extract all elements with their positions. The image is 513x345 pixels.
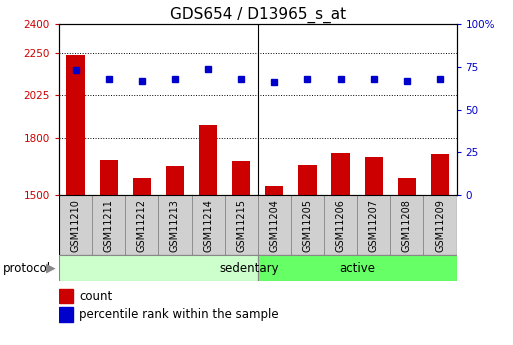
Bar xyxy=(125,195,159,255)
Bar xyxy=(199,125,217,195)
Bar xyxy=(398,178,416,195)
Bar xyxy=(67,55,85,195)
Text: sedentary: sedentary xyxy=(220,262,279,275)
Bar xyxy=(331,153,350,195)
Text: GSM11205: GSM11205 xyxy=(303,199,312,252)
Text: active: active xyxy=(339,262,375,275)
Text: GSM11204: GSM11204 xyxy=(269,199,280,252)
Bar xyxy=(100,160,118,195)
Bar xyxy=(59,255,258,281)
Bar xyxy=(423,195,457,255)
Bar xyxy=(166,166,184,195)
Bar xyxy=(390,195,423,255)
Text: ▶: ▶ xyxy=(46,262,56,275)
Bar xyxy=(59,289,73,303)
Text: GSM11207: GSM11207 xyxy=(369,199,379,252)
Text: GSM11213: GSM11213 xyxy=(170,199,180,252)
Bar xyxy=(232,161,250,195)
Text: percentile rank within the sample: percentile rank within the sample xyxy=(80,308,279,321)
Text: GSM11215: GSM11215 xyxy=(236,199,246,252)
Text: GSM11206: GSM11206 xyxy=(336,199,346,252)
Text: GSM11208: GSM11208 xyxy=(402,199,412,252)
Text: GSM11212: GSM11212 xyxy=(137,199,147,252)
Bar xyxy=(258,255,457,281)
Bar xyxy=(357,195,390,255)
Bar xyxy=(59,195,92,255)
Text: GSM11210: GSM11210 xyxy=(71,199,81,252)
Bar xyxy=(324,195,357,255)
Text: protocol: protocol xyxy=(3,262,51,275)
Title: GDS654 / D13965_s_at: GDS654 / D13965_s_at xyxy=(170,7,346,23)
Bar xyxy=(258,195,291,255)
Bar xyxy=(191,195,225,255)
Bar xyxy=(133,178,151,195)
Bar xyxy=(225,195,258,255)
Bar xyxy=(159,195,191,255)
Bar xyxy=(365,157,383,195)
Bar xyxy=(265,186,284,195)
Bar xyxy=(291,195,324,255)
Bar xyxy=(92,195,125,255)
Text: count: count xyxy=(80,290,112,303)
Bar xyxy=(431,154,449,195)
Text: GSM11211: GSM11211 xyxy=(104,199,114,252)
Text: GSM11214: GSM11214 xyxy=(203,199,213,252)
Bar xyxy=(59,307,73,322)
Text: GSM11209: GSM11209 xyxy=(435,199,445,252)
Bar xyxy=(299,165,317,195)
